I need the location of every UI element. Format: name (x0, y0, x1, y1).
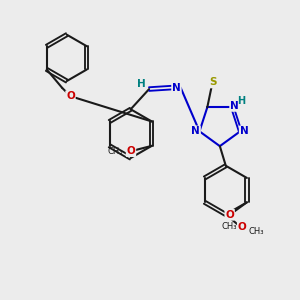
Text: S: S (209, 77, 217, 88)
Text: N: N (191, 126, 200, 136)
Text: H: H (237, 96, 245, 106)
Text: CH₃: CH₃ (108, 147, 123, 156)
Text: N: N (240, 126, 248, 136)
Text: H: H (137, 79, 146, 89)
Text: O: O (127, 146, 135, 156)
Text: O: O (225, 210, 234, 220)
Text: CH₃: CH₃ (248, 227, 264, 236)
Text: O: O (66, 91, 75, 101)
Text: O: O (238, 222, 247, 232)
Text: N: N (230, 101, 239, 111)
Text: N: N (172, 82, 181, 93)
Text: CH₃: CH₃ (221, 222, 237, 231)
